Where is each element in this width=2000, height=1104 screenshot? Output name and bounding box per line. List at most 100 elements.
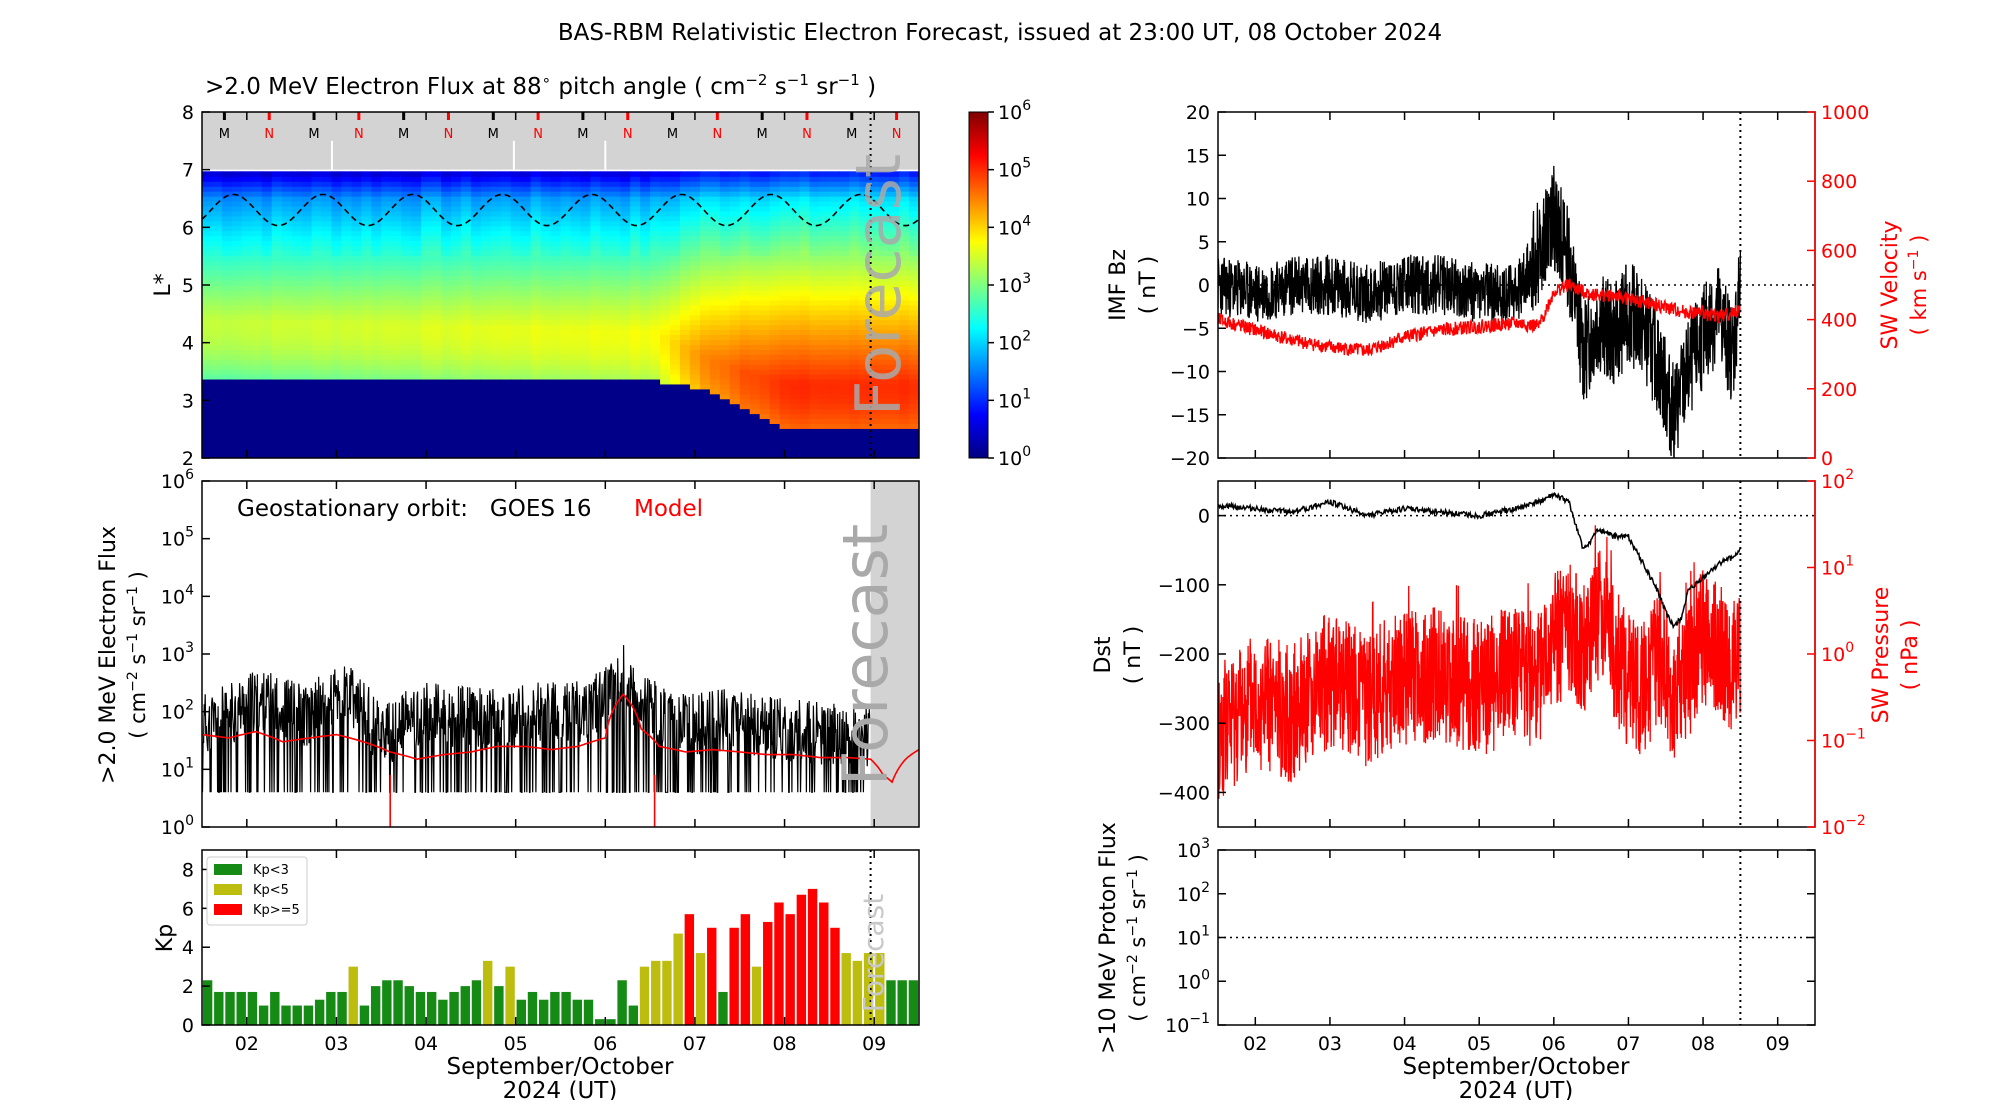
- flux-cell: [211, 285, 223, 291]
- flux-cell: [590, 418, 601, 424]
- flux-cell: [540, 403, 552, 410]
- flux-cell: [859, 418, 870, 424]
- flux-cell: [251, 448, 263, 454]
- flux-cell: [460, 270, 472, 276]
- flux-cell: [411, 369, 422, 375]
- flux-cell: [779, 289, 791, 296]
- flux-cell: [381, 373, 392, 380]
- flux-cell: [789, 280, 801, 286]
- flux-cell: [689, 373, 701, 380]
- colorbar-tick-label: 102: [998, 329, 1031, 355]
- flux-cell: [889, 250, 900, 256]
- flux-cell: [520, 344, 532, 350]
- flux-cell: [859, 408, 870, 415]
- flux-cell: [779, 369, 791, 375]
- flux-cell: [630, 309, 641, 316]
- flux-cell: [241, 378, 253, 385]
- flux-cell: [699, 176, 711, 182]
- flux-cell: [361, 344, 372, 350]
- flux-cell: [869, 369, 880, 375]
- flux-cell: [530, 339, 542, 345]
- flux-cell: [221, 403, 233, 410]
- flux-cell: [391, 418, 402, 424]
- flux-cell: [819, 418, 830, 424]
- flux-cell: [879, 186, 890, 192]
- flux-cell: [759, 299, 771, 306]
- flux-cell: [769, 334, 781, 340]
- flux-cell: [869, 210, 880, 217]
- flux-cell: [251, 309, 263, 316]
- flux-cell: [899, 324, 910, 331]
- flux-cell: [271, 230, 283, 237]
- flux-cell: [450, 200, 462, 207]
- flux-cell: [231, 408, 243, 415]
- flux-cell: [202, 304, 213, 311]
- flux-cell: [540, 359, 552, 365]
- flux-cell: [739, 329, 751, 336]
- flux-cell: [849, 314, 860, 321]
- flux-cell: [381, 388, 392, 395]
- flux-cell: [819, 230, 830, 237]
- flux-cell: [899, 215, 910, 222]
- flux-cell: [590, 245, 601, 251]
- flux-cell: [670, 448, 681, 454]
- flux-cell: [759, 349, 771, 355]
- flux-cell: [739, 205, 751, 212]
- flux-cell: [729, 205, 741, 212]
- flux-cell: [251, 334, 263, 340]
- goes-model-line: [202, 693, 919, 784]
- flux-cell: [769, 309, 781, 316]
- flux-cell: [719, 314, 731, 321]
- flux-cell: [361, 304, 372, 311]
- flux-cell: [401, 443, 412, 449]
- flux-cell: [271, 181, 283, 187]
- flux-cell: [680, 418, 691, 424]
- flux-cell: [889, 176, 900, 182]
- flux-cell: [789, 196, 801, 202]
- flux-cell: [202, 364, 213, 370]
- flux-cell: [819, 428, 830, 434]
- flux-cell: [839, 280, 850, 286]
- flux-cell: [799, 225, 811, 232]
- flux-cell: [719, 265, 731, 271]
- flux-cell: [829, 369, 840, 375]
- flux-cell: [809, 280, 821, 286]
- flux-cell: [680, 235, 691, 242]
- flux-cell: [261, 289, 273, 296]
- flux-cell: [530, 289, 542, 296]
- flux-cell: [480, 453, 492, 458]
- flux-cell: [450, 309, 462, 316]
- flux-cell: [221, 220, 233, 227]
- flux-cell: [839, 210, 850, 217]
- flux-cell: [640, 200, 651, 207]
- flux-cell: [600, 339, 611, 345]
- flux-cell: [849, 383, 860, 390]
- flux-cell: [450, 285, 462, 291]
- flux-cell: [460, 196, 472, 202]
- flux-cell: [620, 215, 631, 222]
- flux-cell: [530, 270, 542, 276]
- flux-cell: [361, 354, 372, 360]
- flux-cell: [670, 210, 681, 217]
- flux-cell: [321, 364, 333, 370]
- flux-cell: [680, 275, 691, 281]
- magnetopause-marker: M: [667, 127, 678, 142]
- flux-cell: [879, 230, 890, 237]
- flux-cell: [670, 373, 681, 380]
- flux-cell: [500, 235, 512, 242]
- flux-cell: [311, 324, 323, 331]
- flux-cell: [321, 378, 333, 385]
- flux-cell: [510, 299, 522, 306]
- flux-cell: [610, 181, 621, 187]
- flux-cell: [719, 240, 731, 247]
- kp-bar: [819, 902, 829, 1025]
- flux-cell: [381, 240, 392, 247]
- flux-cell: [520, 364, 532, 370]
- flux-cell: [490, 230, 502, 237]
- flux-cell: [729, 388, 741, 395]
- flux-cell: [899, 398, 910, 405]
- flux-cell: [510, 393, 522, 400]
- flux-cell: [202, 329, 213, 336]
- flux-cell: [729, 220, 741, 227]
- flux-cell: [719, 250, 731, 256]
